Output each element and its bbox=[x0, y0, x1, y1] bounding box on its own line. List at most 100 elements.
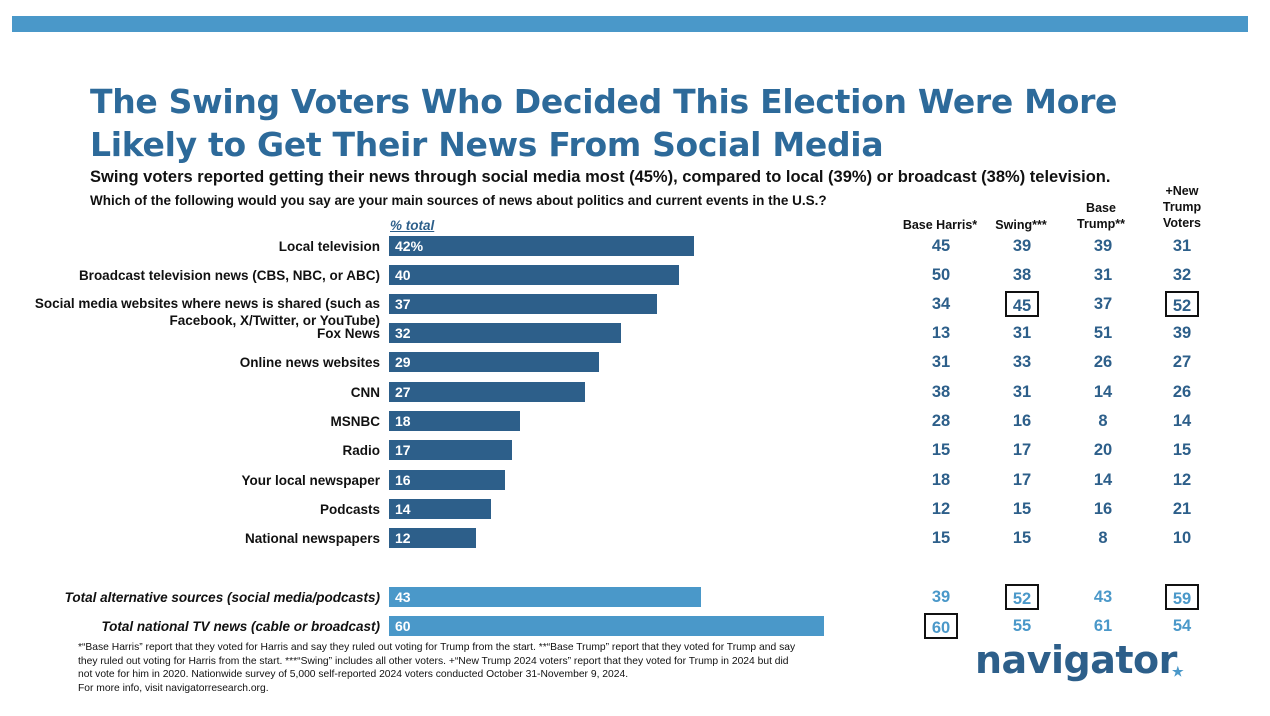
table-cell: 15 bbox=[931, 441, 951, 459]
column-header-base-harris: Base Harris* bbox=[902, 218, 978, 232]
table-cell: 39 bbox=[1012, 237, 1032, 255]
bar-value-label: 60 bbox=[395, 618, 411, 634]
table-cell: 10 bbox=[1172, 529, 1192, 547]
table-cell: 39 bbox=[1172, 324, 1192, 342]
bar-value-label: 14 bbox=[395, 501, 411, 517]
table-cell: 15 bbox=[1012, 500, 1032, 518]
table-cell: 21 bbox=[1172, 500, 1192, 518]
table-cell: 50 bbox=[931, 266, 951, 284]
bar: 16 bbox=[389, 470, 505, 490]
table-cell: 13 bbox=[931, 324, 951, 342]
table-cell: 17 bbox=[1012, 441, 1032, 459]
table-cell: 32 bbox=[1172, 266, 1192, 284]
footnote-line: For more info, visit navigatorresearch.o… bbox=[78, 682, 269, 694]
bar-value-label: 40 bbox=[395, 267, 411, 283]
table-cell: 16 bbox=[1012, 412, 1032, 430]
bar-value-label: 18 bbox=[395, 413, 411, 429]
bar: 14 bbox=[389, 499, 491, 519]
row-label: Online news websites bbox=[239, 355, 380, 370]
table-cell: 31 bbox=[1172, 237, 1192, 255]
row-label: Podcasts bbox=[319, 502, 380, 517]
table-cell: 31 bbox=[1012, 324, 1032, 342]
row-label: Broadcast television news (CBS, NBC, or … bbox=[78, 268, 380, 283]
table-cell: 12 bbox=[1172, 471, 1192, 489]
footnote: *“Base Harris” report that they voted fo… bbox=[78, 641, 938, 695]
survey-question: Which of the following would you say are… bbox=[90, 193, 827, 208]
table-cell: 39 bbox=[1093, 237, 1113, 255]
table-cell: 45 bbox=[1005, 291, 1039, 317]
row-label: Social media websites where news is shar… bbox=[34, 296, 380, 328]
table-cell: 38 bbox=[1012, 266, 1032, 284]
top-accent-bar bbox=[12, 16, 1248, 32]
bar: 32 bbox=[389, 323, 621, 343]
bar: 37 bbox=[389, 294, 657, 314]
subtitle: Swing voters reported getting their news… bbox=[90, 168, 1111, 186]
bar-value-label: 16 bbox=[395, 472, 411, 488]
table-cell: 8 bbox=[1098, 529, 1108, 547]
row-label: Radio bbox=[342, 443, 380, 458]
table-cell: 28 bbox=[931, 412, 951, 430]
bar-value-label: 27 bbox=[395, 384, 411, 400]
table-cell: 18 bbox=[931, 471, 951, 489]
bar-value-label: 42% bbox=[395, 238, 424, 254]
bar-value-label: 29 bbox=[395, 354, 411, 370]
table-cell: 26 bbox=[1172, 383, 1192, 401]
table-cell: 16 bbox=[1093, 500, 1113, 518]
bar-value-label: 17 bbox=[395, 442, 411, 458]
footnote-line: not vote for him in 2020. Nationwide sur… bbox=[78, 669, 629, 680]
table-cell: 31 bbox=[1012, 383, 1032, 401]
table-cell: 14 bbox=[1172, 412, 1192, 430]
navigator-logo: navigator bbox=[975, 638, 1177, 682]
table-cell: 31 bbox=[931, 353, 951, 371]
table-cell: 15 bbox=[1012, 529, 1032, 547]
table-cell: 55 bbox=[1012, 617, 1032, 635]
table-cell: 38 bbox=[931, 383, 951, 401]
logo-star-icon: ★ bbox=[1172, 664, 1184, 679]
table-cell: 20 bbox=[1093, 441, 1113, 459]
table-cell: 52 bbox=[1165, 291, 1199, 317]
table-cell: 31 bbox=[1093, 266, 1113, 284]
table-cell: 33 bbox=[1012, 353, 1032, 371]
table-cell: 14 bbox=[1093, 471, 1113, 489]
table-cell: 37 bbox=[1093, 295, 1113, 313]
table-cell: 60 bbox=[924, 613, 958, 639]
table-cell: 59 bbox=[1165, 584, 1199, 610]
table-cell: 12 bbox=[931, 500, 951, 518]
table-cell: 61 bbox=[1093, 617, 1113, 635]
bar: 60 bbox=[389, 616, 824, 636]
table-cell: 34 bbox=[931, 295, 951, 313]
table-cell: 15 bbox=[931, 529, 951, 547]
bar: 12 bbox=[389, 528, 476, 548]
table-cell: 54 bbox=[1172, 617, 1192, 635]
column-header-base-trump: Base Trump** bbox=[1077, 201, 1125, 231]
bar-value-label: 43 bbox=[395, 589, 411, 605]
row-label: Total alternative sources (social media/… bbox=[64, 590, 380, 605]
table-cell: 17 bbox=[1012, 471, 1032, 489]
table-cell: 27 bbox=[1172, 353, 1192, 371]
bar-value-label: 12 bbox=[395, 530, 411, 546]
bar: 42% bbox=[389, 236, 694, 256]
row-label: Fox News bbox=[316, 326, 380, 341]
row-label: Your local newspaper bbox=[241, 473, 380, 488]
row-label: National newspapers bbox=[244, 531, 380, 546]
row-label: Total national TV news (cable or broadca… bbox=[101, 619, 380, 634]
column-header-new-trump-voters: +New Trump Voters bbox=[1162, 184, 1202, 230]
footnote-line: they ruled out voting for Harris from th… bbox=[78, 655, 789, 667]
footnote-line: *“Base Harris” report that they voted fo… bbox=[78, 642, 796, 653]
table-cell: 45 bbox=[931, 237, 951, 255]
page-title: The Swing Voters Who Decided This Electi… bbox=[90, 82, 1118, 164]
bar-value-label: 32 bbox=[395, 325, 411, 341]
table-cell: 8 bbox=[1098, 412, 1108, 430]
table-cell: 39 bbox=[931, 588, 951, 606]
table-cell: 43 bbox=[1093, 588, 1113, 606]
column-header-swing: Swing*** bbox=[995, 218, 1047, 232]
table-cell: 52 bbox=[1005, 584, 1039, 610]
bar: 18 bbox=[389, 411, 520, 431]
total-column-label: % total bbox=[390, 218, 435, 233]
row-label: MSNBC bbox=[330, 414, 381, 429]
bar: 17 bbox=[389, 440, 512, 460]
row-label: Local television bbox=[278, 239, 380, 254]
bar: 29 bbox=[389, 352, 599, 372]
table-cell: 26 bbox=[1093, 353, 1113, 371]
table-cell: 15 bbox=[1172, 441, 1192, 459]
